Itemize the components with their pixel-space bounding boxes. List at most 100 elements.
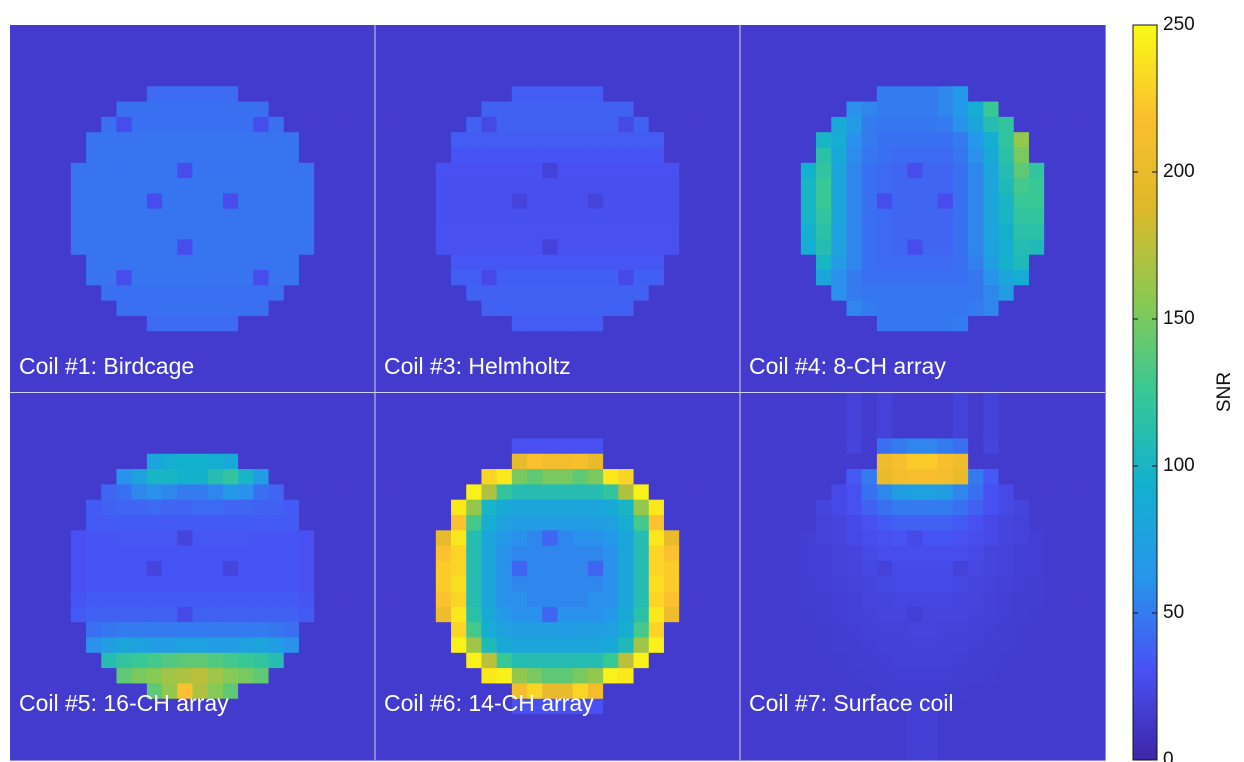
cell [56,638,72,654]
cell [999,653,1015,669]
cell [360,224,376,240]
cell [71,714,87,730]
cell [999,638,1015,654]
cell [694,239,710,255]
cell [421,423,437,439]
cell [679,178,695,194]
cell [253,331,269,347]
cell [436,653,452,669]
cell [284,668,300,684]
cell [466,193,482,209]
cell [71,209,87,225]
cell [421,102,437,118]
cell [938,117,954,133]
cell [314,622,330,638]
cell [375,255,391,271]
cell [1029,209,1045,225]
cell [451,668,467,684]
cell [177,193,193,209]
cell [390,163,406,179]
cell [162,469,178,485]
cell [558,530,574,546]
cell [1090,377,1106,393]
cell [679,408,695,424]
cell [527,270,543,286]
cell [892,607,908,623]
cell [542,40,558,56]
cell [375,71,391,87]
cell [269,622,285,638]
cell [436,56,452,72]
cell [375,423,391,439]
cell [269,178,285,194]
cell [421,622,437,638]
cell [223,515,239,531]
cell [968,638,984,654]
cell [983,438,999,454]
cell [116,25,132,41]
cell [725,668,741,684]
cell [466,163,482,179]
cell [603,178,619,194]
cell [269,546,285,562]
cell [770,515,786,531]
cell [603,515,619,531]
cell [132,163,148,179]
cell [512,71,528,87]
cell [953,546,969,562]
cell [831,193,847,209]
cell [877,117,893,133]
cell [573,745,589,761]
cell [238,745,254,761]
cell [162,592,178,608]
cell [1014,668,1030,684]
cell [1090,714,1106,730]
cell [436,423,452,439]
cell [1044,285,1060,301]
cell [86,255,102,271]
cell [390,546,406,562]
cell [375,148,391,164]
cell [299,255,315,271]
cell [892,668,908,684]
cell [360,745,376,761]
cell [740,408,756,424]
cell [360,163,376,179]
cell [846,653,862,669]
cell [116,393,132,409]
cell [634,301,650,317]
cell [679,423,695,439]
cell [907,102,923,118]
cell [846,515,862,531]
cell [923,117,939,133]
cell [208,622,224,638]
cell [649,438,665,454]
cell [132,592,148,608]
cell [710,469,726,485]
cell [299,699,315,715]
cell [208,653,224,669]
cell [649,592,665,608]
cell [877,178,893,194]
cell [512,331,528,347]
cell [938,653,954,669]
cell [907,239,923,255]
cell [223,301,239,317]
cell [40,423,56,439]
cell [983,653,999,669]
cell [314,393,330,409]
cell [253,270,269,286]
cell [299,469,315,485]
cell [831,500,847,516]
cell [253,285,269,301]
cell [147,209,163,225]
cell [634,668,650,684]
cell [56,515,72,531]
cell [299,224,315,240]
cell [999,484,1015,500]
cell [831,546,847,562]
cell [542,193,558,209]
cell [101,56,117,72]
cell [116,56,132,72]
cell [923,438,939,454]
